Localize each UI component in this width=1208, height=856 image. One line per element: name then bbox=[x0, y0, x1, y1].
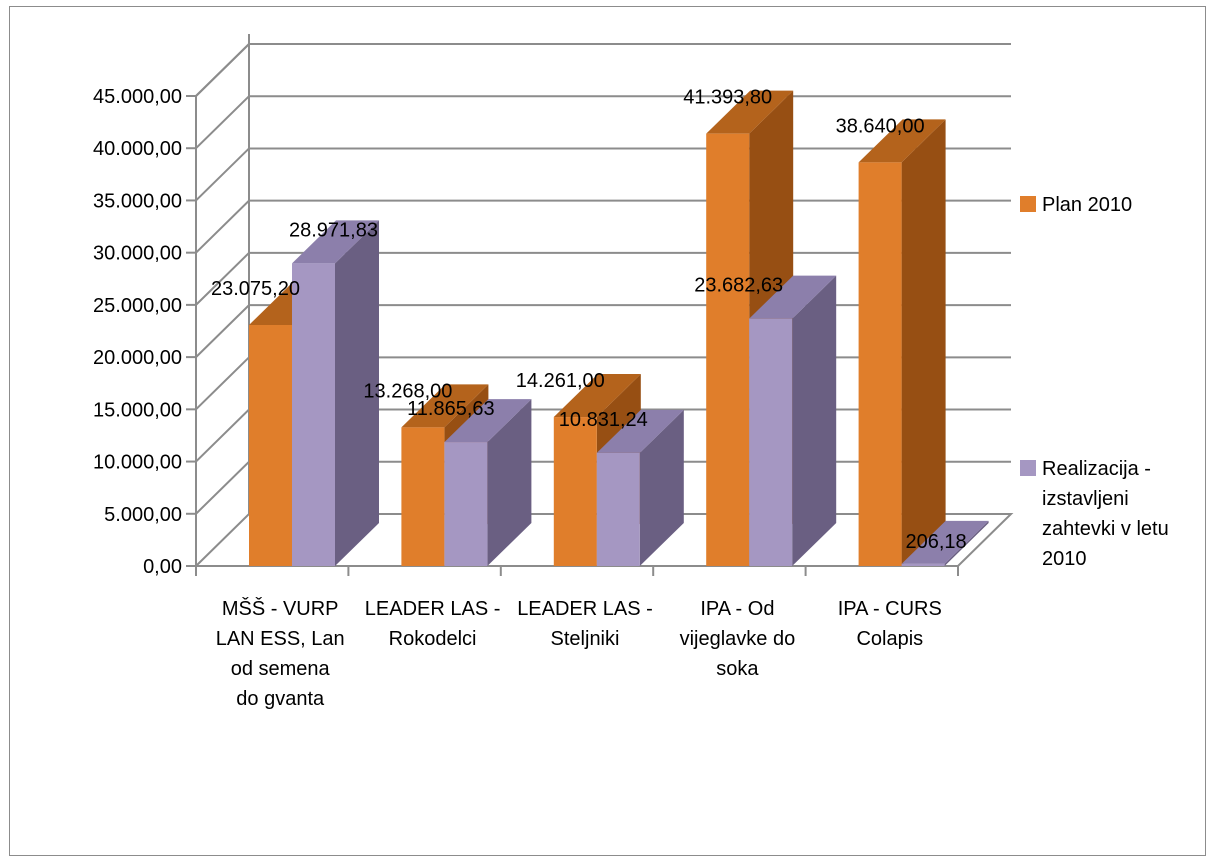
bar-realizacija-top bbox=[292, 220, 379, 264]
y-tick-label: 0,00 bbox=[143, 556, 182, 578]
bar-realizacija-side bbox=[639, 409, 684, 566]
bar-realizacija bbox=[292, 263, 335, 566]
gridline bbox=[195, 43, 1011, 97]
y-tick-label: 40.000,00 bbox=[93, 138, 182, 160]
x-category-label: Rokodelci bbox=[389, 628, 477, 650]
x-category-label: LAN ESS, Lan bbox=[216, 628, 345, 650]
x-category-label: Colapis bbox=[856, 628, 923, 650]
legend-label: Plan 2010 bbox=[1042, 194, 1132, 216]
legend-swatch bbox=[1020, 196, 1036, 212]
bar-plan bbox=[706, 133, 750, 567]
x-category-label: Steljniki bbox=[551, 628, 620, 650]
bar-realizacija bbox=[901, 563, 945, 566]
x-category-label: do gvanta bbox=[236, 688, 325, 710]
bar-realizacija-side bbox=[792, 275, 837, 566]
x-category-label: IPA - Od bbox=[700, 598, 774, 620]
data-label-realizacija: 28.971,83 bbox=[289, 219, 378, 241]
y-tick-label: 5.000,00 bbox=[104, 504, 182, 526]
data-label-plan: 41.393,80 bbox=[683, 87, 772, 109]
data-label-plan: 14.261,00 bbox=[516, 370, 605, 392]
bar-plan-top bbox=[401, 384, 489, 428]
data-label-plan: 13.268,00 bbox=[363, 380, 452, 402]
data-label-realizacija: 23.682,63 bbox=[694, 275, 783, 297]
legend-swatch bbox=[1020, 460, 1036, 476]
x-category-label: vijeglavke do bbox=[680, 628, 796, 650]
x-category-label: IPA - CURS bbox=[838, 598, 942, 620]
legend-label: izstavljeni bbox=[1042, 488, 1129, 510]
y-tick-label: 30.000,00 bbox=[93, 243, 182, 265]
bar-realizacija-side bbox=[335, 220, 379, 566]
bar-realizacija-top bbox=[901, 520, 989, 564]
y-tick-label: 35.000,00 bbox=[93, 190, 182, 212]
bar-plan bbox=[249, 324, 292, 566]
y-tick-label: 10.000,00 bbox=[93, 452, 182, 474]
bar-realizacija bbox=[596, 452, 640, 566]
x-category-label: MŠŠ - VURP bbox=[222, 597, 339, 620]
bar-realizacija-side bbox=[944, 520, 989, 566]
bar-plan bbox=[553, 417, 597, 566]
legend-label: 2010 bbox=[1042, 548, 1087, 570]
y-tick-label: 15.000,00 bbox=[93, 399, 182, 421]
bar-realizacija bbox=[444, 442, 488, 566]
data-label-realizacija: 11.865,63 bbox=[407, 398, 495, 420]
data-label-realizacija: 206,18 bbox=[906, 531, 967, 553]
y-tick-label: 45.000,00 bbox=[93, 86, 182, 108]
data-label-plan: 38.640,00 bbox=[836, 115, 925, 137]
legend-label: Realizacija - bbox=[1042, 458, 1151, 480]
legend-label: zahtevki v letu bbox=[1042, 518, 1169, 540]
bar-realizacija bbox=[749, 318, 793, 566]
bar-plan-top bbox=[706, 90, 794, 134]
x-category-label: od semena bbox=[231, 658, 331, 680]
bar-plan bbox=[401, 427, 445, 566]
x-category-label: LEADER LAS - bbox=[365, 598, 501, 620]
bar-plan-top bbox=[553, 374, 641, 418]
data-label-plan: 23.075,20 bbox=[211, 278, 300, 300]
bar-realizacija-top bbox=[749, 275, 837, 319]
floor-outline bbox=[195, 513, 1014, 567]
y-tick-label: 20.000,00 bbox=[93, 347, 182, 369]
x-category-label: LEADER LAS - bbox=[517, 598, 653, 620]
bar-plan-top bbox=[858, 119, 946, 163]
bar-realizacija-side bbox=[487, 399, 532, 566]
y-tick-label: 25.000,00 bbox=[93, 295, 182, 317]
bar-realizacija-top bbox=[596, 409, 684, 453]
bar-realizacija-top bbox=[444, 399, 532, 443]
bar-plan-side bbox=[901, 119, 946, 566]
gridline bbox=[195, 43, 1011, 97]
x-category-label: soka bbox=[716, 658, 759, 680]
bar-plan bbox=[858, 162, 902, 566]
data-label-realizacija: 10.831,24 bbox=[559, 409, 648, 431]
